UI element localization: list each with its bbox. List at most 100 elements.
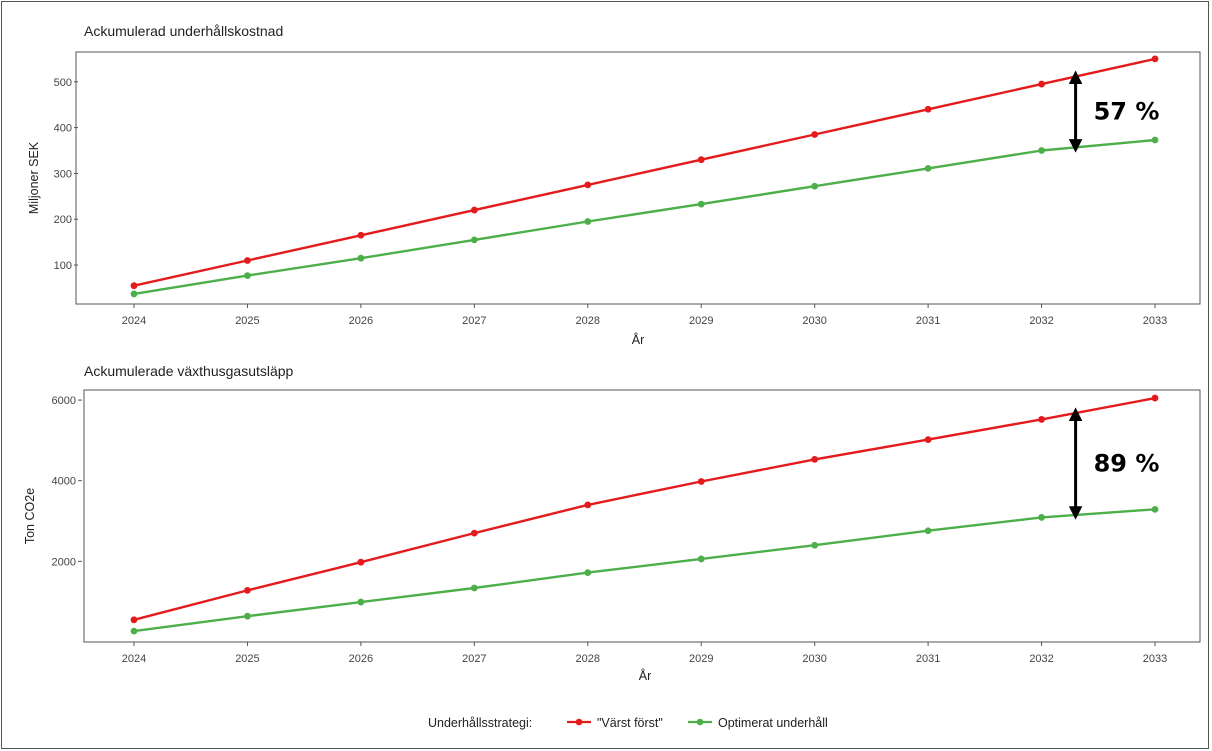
legend-label: Optimerat underhåll xyxy=(718,716,828,730)
x-axis: 2024 2025 2026 2027 2028 2029 2030 2031 2032 2033 xyxy=(122,304,1167,327)
y-tick-label: 100 xyxy=(54,260,72,272)
series-point-1 xyxy=(811,182,819,190)
plot-marks: 57 % xyxy=(130,55,1160,298)
series-point-0 xyxy=(357,558,365,566)
series-point-0 xyxy=(357,231,365,239)
series-point-1 xyxy=(244,272,251,279)
x-tick-label: 2025 xyxy=(235,653,259,665)
x-tick-label: 2025 xyxy=(235,315,259,327)
series-point-0 xyxy=(244,257,251,264)
series-point-0 xyxy=(811,455,819,463)
series-point-1 xyxy=(1151,136,1159,144)
y-axis: 2000 4000 6000 xyxy=(52,395,82,568)
x-tick-label: 2026 xyxy=(349,653,373,665)
plot-marks: 89 % xyxy=(130,394,1160,635)
series-point-0 xyxy=(811,131,819,138)
series-line-1 xyxy=(133,508,1156,633)
x-tick-label: 2028 xyxy=(576,315,600,327)
y-axis: 100 200 300 400 500 xyxy=(54,77,78,272)
x-tick-label: 2032 xyxy=(1029,315,1053,327)
legend-swatch-point xyxy=(696,718,704,726)
x-axis: 2024 2025 2026 2027 2028 2029 2030 2031 2032 2033 xyxy=(122,642,1167,665)
x-tick-label: 2027 xyxy=(462,653,486,665)
series-point-0 xyxy=(244,586,251,594)
series-point-0 xyxy=(924,436,932,443)
series-point-1 xyxy=(697,555,705,563)
x-tick-label: 2029 xyxy=(689,315,713,327)
x-tick-label: 2033 xyxy=(1143,653,1167,665)
series-point-1 xyxy=(811,541,819,549)
series-point-1 xyxy=(130,627,138,635)
x-axis-label: År xyxy=(632,332,645,347)
series-point-0 xyxy=(470,529,478,537)
y-tick-label: 500 xyxy=(54,77,72,89)
legend-item-optimerat: Optimerat underhåll xyxy=(688,716,828,730)
series-point-1 xyxy=(584,218,592,225)
chart-title: Ackumulerade växthusgasutsläpp xyxy=(84,363,294,379)
series-line-0 xyxy=(133,57,1156,287)
y-tick-label: 6000 xyxy=(52,395,76,407)
series-point-0 xyxy=(697,156,705,164)
series-point-1 xyxy=(1038,147,1045,154)
x-tick-label: 2027 xyxy=(462,315,486,327)
x-tick-label: 2030 xyxy=(802,653,826,665)
y-tick-label: 200 xyxy=(54,214,72,226)
x-tick-label: 2030 xyxy=(802,315,826,327)
series-point-1 xyxy=(470,236,478,244)
series-point-1 xyxy=(1038,514,1045,521)
y-axis-label: Ton CO2e xyxy=(23,488,37,544)
series-point-1 xyxy=(357,254,365,262)
x-tick-label: 2032 xyxy=(1029,653,1053,665)
series-point-0 xyxy=(130,616,138,624)
series-point-0 xyxy=(584,501,592,509)
chart-title: Ackumulerad underhållskostnad xyxy=(84,23,283,39)
series-point-1 xyxy=(697,200,705,208)
x-tick-label: 2029 xyxy=(689,653,713,665)
plot-panel xyxy=(83,389,1201,643)
series-point-0 xyxy=(130,282,138,290)
series-point-0 xyxy=(1038,80,1045,88)
x-tick-label: 2033 xyxy=(1143,315,1167,327)
legend-title: Underhållsstrategi: xyxy=(428,716,532,730)
series-point-0 xyxy=(1151,394,1159,402)
x-tick-label: 2024 xyxy=(122,653,146,665)
series-point-1 xyxy=(924,527,932,535)
panel-ghg-emissions: Ackumulerade växthusgasutsläpp 89 % 2024… xyxy=(23,363,1201,683)
series-line-1 xyxy=(133,138,1156,296)
y-tick-label: 300 xyxy=(54,168,72,180)
series-point-1 xyxy=(1151,505,1159,513)
x-tick-label: 2026 xyxy=(349,315,373,327)
y-tick-label: 2000 xyxy=(52,556,76,568)
series-point-1 xyxy=(584,569,592,577)
x-tick-label: 2031 xyxy=(916,653,940,665)
series-point-0 xyxy=(1038,416,1045,423)
y-tick-label: 4000 xyxy=(52,476,76,488)
series-point-0 xyxy=(1151,55,1159,63)
legend-label: "Värst först" xyxy=(597,716,663,730)
x-axis-label: År xyxy=(639,668,652,683)
legend: Underhållsstrategi: "Värst först" Optime… xyxy=(428,716,828,730)
series-point-1 xyxy=(130,290,138,298)
legend-item-varst-forst: "Värst först" xyxy=(567,716,663,730)
series-point-0 xyxy=(584,181,592,189)
panel-maintenance-cost: Ackumulerad underhållskostnad 57 % 2024 2… xyxy=(27,23,1201,347)
series-point-1 xyxy=(357,598,365,606)
x-tick-label: 2028 xyxy=(576,653,600,665)
y-tick-label: 400 xyxy=(54,123,72,135)
series-point-0 xyxy=(924,105,932,113)
plot-panel xyxy=(75,51,1201,305)
series-point-0 xyxy=(470,206,478,214)
series-point-0 xyxy=(697,478,705,485)
x-tick-label: 2031 xyxy=(916,315,940,327)
series-point-1 xyxy=(924,164,932,172)
annotation-label: 57 % xyxy=(1094,98,1160,126)
x-tick-label: 2024 xyxy=(122,315,146,327)
y-axis-label: Miljoner SEK xyxy=(27,141,41,214)
legend-swatch-point xyxy=(575,718,583,726)
series-point-1 xyxy=(470,584,478,592)
series-point-1 xyxy=(244,612,251,620)
annotation-label: 89 % xyxy=(1094,450,1160,478)
series-line-0 xyxy=(133,396,1156,621)
